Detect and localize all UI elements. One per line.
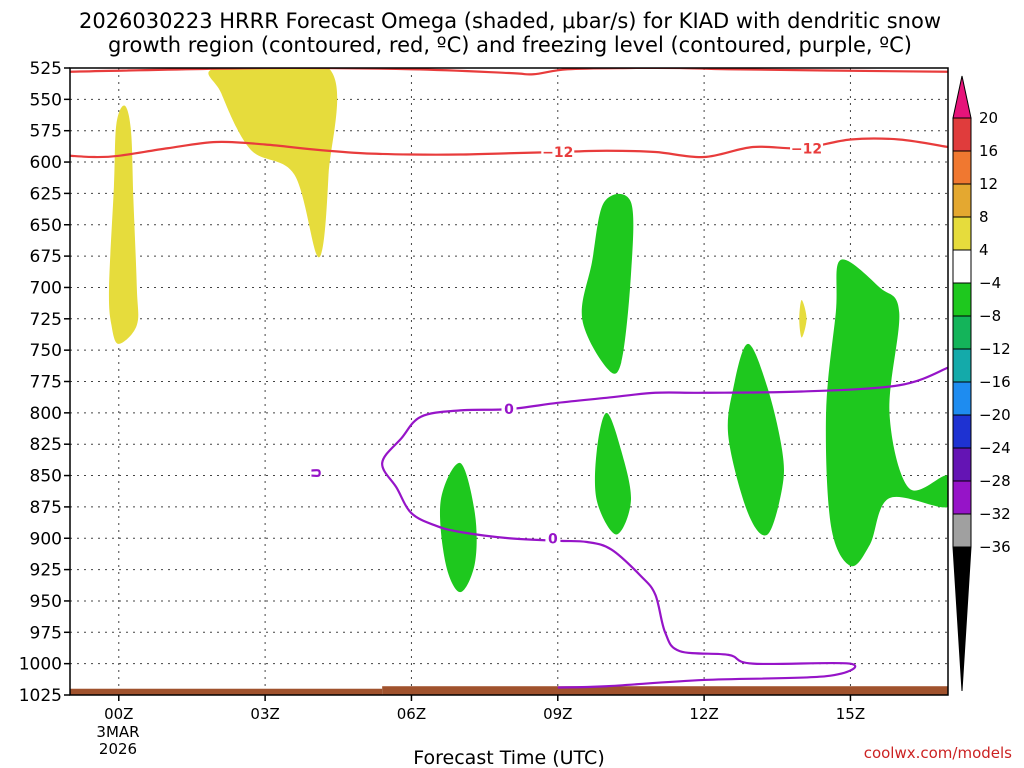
omega-region-0-1	[208, 68, 338, 258]
contour-line-4	[381, 366, 948, 689]
x-tick-label-06Z: 06Z	[397, 705, 426, 723]
y-tick-label-600: 600	[30, 153, 62, 173]
dgz-label-2: −12	[791, 141, 822, 157]
y-tick-label-950: 950	[30, 592, 62, 612]
plot-background	[70, 68, 948, 695]
x-tick-label-03Z: 03Z	[250, 705, 279, 723]
colorbar-top-arrow	[952, 75, 972, 119]
colorbar-label-9: −20	[979, 406, 1011, 424]
colorbar-segment-0	[952, 117, 972, 152]
dgz-label-1-bg	[541, 143, 575, 161]
credit-text: coolwx.com/models	[864, 744, 1012, 762]
colorbar-label-10: −24	[979, 439, 1011, 457]
colorbar-label-12: −32	[979, 505, 1011, 523]
colorbar-segment-3	[952, 216, 972, 251]
colorbar-segment-2	[952, 183, 972, 218]
omega-region-1-4	[825, 259, 948, 567]
x-axis-label: Forecast Time (UTC)	[413, 747, 604, 768]
colorbar-segment-8	[952, 381, 972, 416]
y-tick-label-875: 875	[30, 498, 62, 518]
y-tick-label-800: 800	[30, 404, 62, 424]
y-tick-label-925: 925	[30, 561, 62, 581]
colorbar-label-3: 8	[979, 208, 989, 226]
colorbar-bottom-arrow	[952, 546, 972, 692]
colorbar-label-1: 16	[979, 142, 998, 160]
chart-title-line2: growth region (contoured, red, ºC) and f…	[108, 33, 912, 57]
y-tick-label-675: 675	[30, 247, 62, 267]
y-tick-label-775: 775	[30, 373, 62, 393]
colorbar-segment-5	[952, 282, 972, 317]
colorbar-label-11: −28	[979, 472, 1011, 490]
colorbar: 20 16 12 8 4 −4 −8 −12 −16 −20 −24 −28 −32 −36	[952, 75, 1011, 692]
contour-line-5	[311, 469, 321, 478]
omega-region-0-2	[799, 299, 807, 338]
omega-region-1-2	[439, 462, 477, 593]
y-tick-label-1025: 1025	[19, 686, 62, 706]
x-tick-label-09Z: 09Z	[543, 705, 572, 723]
colorbar-segment-9	[952, 414, 972, 449]
y-tick-label-850: 850	[30, 467, 62, 487]
y-tick-label-550: 550	[30, 90, 62, 110]
y-tick-label-825: 825	[30, 435, 62, 455]
y-tick-label-1000: 1000	[19, 655, 62, 675]
dgz-label-1: −12	[542, 145, 573, 161]
colorbar-label-2: 12	[979, 175, 998, 193]
colorbar-segment-12	[952, 513, 972, 548]
colorbar-segment-6	[952, 315, 972, 350]
y-tick-label-575: 575	[30, 122, 62, 142]
freezing-label-1: 0	[504, 402, 514, 418]
y-tick-label-650: 650	[30, 216, 62, 236]
colorbar-label-0: 20	[979, 109, 998, 127]
dgz-label-2-bg	[790, 139, 824, 157]
colorbar-label-13: −36	[979, 538, 1011, 556]
omega-region-1-0	[581, 193, 634, 374]
y-axis-ticks: 525 550 575 600 625 650 675 700 725 750 775 800 825 8…	[19, 59, 70, 706]
contour-labels: −12 −12 0 0	[501, 139, 824, 547]
omega-region-1-1	[594, 412, 632, 535]
omega-shaded-regions	[108, 68, 948, 593]
colorbar-segment-4	[952, 249, 972, 284]
colorbar-label-6: −8	[979, 307, 1001, 325]
terrain-ground	[70, 686, 949, 695]
terrain-strip-left	[70, 688, 383, 695]
freezing-label-1-bg	[501, 400, 517, 418]
y-tick-label-900: 900	[30, 529, 62, 549]
contour-line-2	[70, 68, 948, 76]
colorbar-segment-1	[952, 150, 972, 185]
x-axis-ticks: 00Z 03Z 06Z 09Z 12Z 15Z	[104, 695, 865, 723]
freezing-label-2: 0	[548, 531, 558, 547]
y-tick-label-750: 750	[30, 341, 62, 361]
y-tick-label-700: 700	[30, 278, 62, 298]
colorbar-segment-7	[952, 348, 972, 383]
colorbar-label-4: 4	[979, 241, 989, 259]
x-tick-label-12Z: 12Z	[689, 705, 718, 723]
colorbar-label-7: −12	[979, 340, 1011, 358]
x-tick-label-00Z: 00Z	[104, 705, 133, 723]
y-tick-label-625: 625	[30, 184, 62, 204]
date-label-year: 2026	[99, 740, 137, 758]
colorbar-segment-10	[952, 447, 972, 482]
date-label-day: 3MAR	[96, 723, 139, 741]
terrain-strip-right	[382, 686, 949, 695]
colorbar-label-8: −16	[979, 373, 1011, 391]
y-tick-label-725: 725	[30, 310, 62, 330]
x-tick-label-15Z: 15Z	[836, 705, 865, 723]
y-tick-label-975: 975	[30, 623, 62, 643]
colorbar-label-5: −4	[979, 274, 1001, 292]
y-tick-label-525: 525	[30, 59, 62, 79]
freezing-label-2-bg	[545, 529, 561, 547]
omega-region-0-0	[108, 105, 139, 344]
chart-title-line1: 2026030223 HRRR Forecast Omega (shaded, …	[79, 9, 941, 33]
colorbar-segment-11	[952, 480, 972, 515]
